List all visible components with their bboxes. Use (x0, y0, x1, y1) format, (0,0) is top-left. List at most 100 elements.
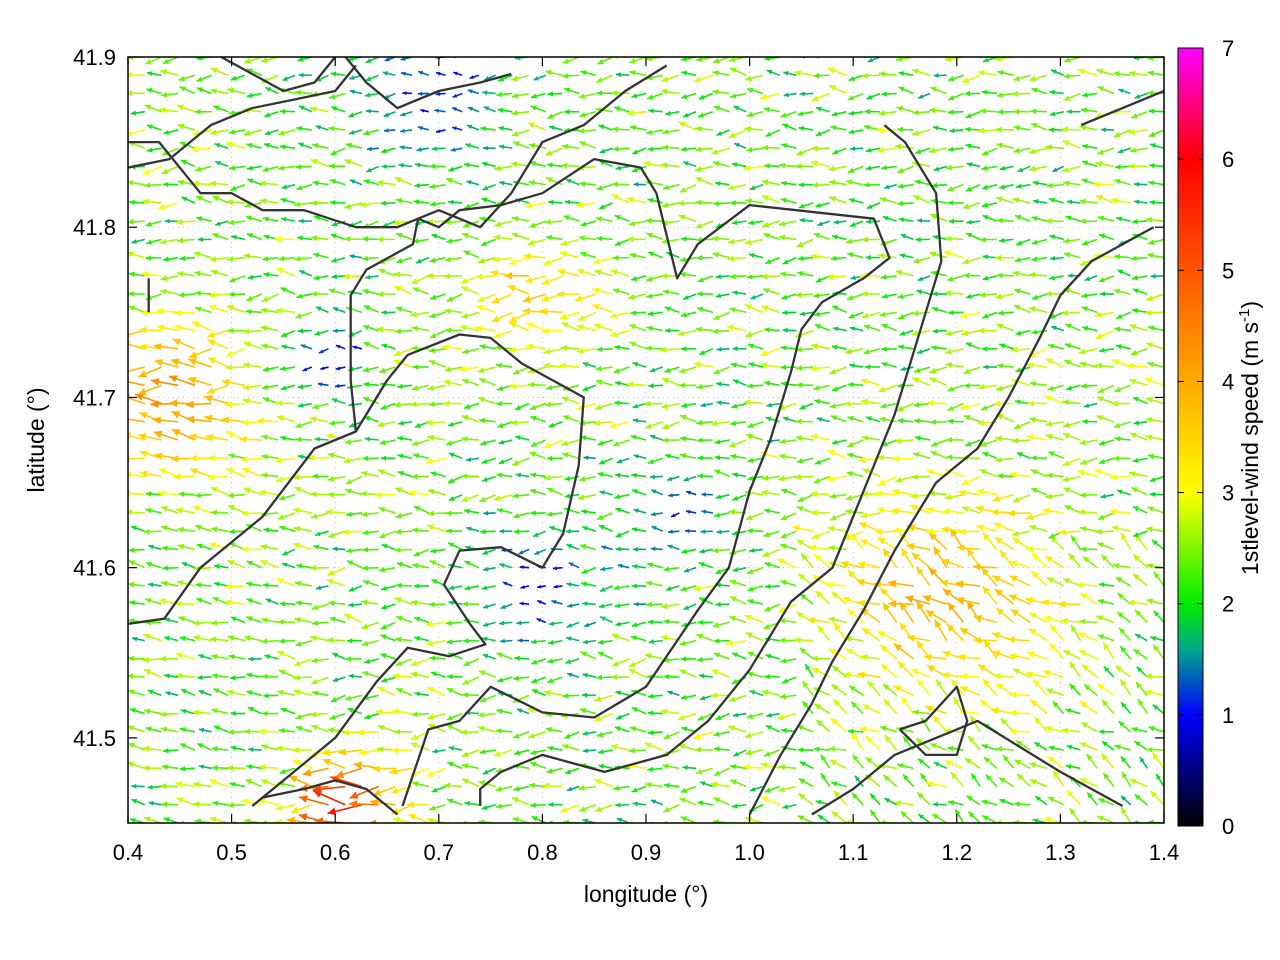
wind-vector (661, 402, 680, 410)
wind-vector (128, 129, 129, 130)
wind-vector (128, 271, 145, 277)
wind-vector (160, 506, 179, 514)
wind-vector (1116, 489, 1131, 496)
wind-vector (828, 746, 847, 753)
wind-vector (744, 614, 764, 624)
wind-vector (1153, 610, 1164, 623)
wind-vector (435, 71, 446, 77)
wind-vector (614, 400, 630, 406)
wind-vector (294, 616, 312, 624)
wind-vector (1065, 764, 1081, 770)
wind-vector (696, 255, 713, 261)
wind-vector (646, 92, 663, 100)
wind-vector (425, 621, 446, 628)
wind-vector (664, 366, 680, 373)
wind-vector (1095, 329, 1115, 340)
wind-vector (950, 771, 965, 788)
wind-vector (996, 92, 1014, 98)
wind-vector (561, 439, 580, 447)
wind-vector (296, 125, 312, 132)
wind-vector (745, 632, 764, 642)
wind-vector (560, 344, 580, 351)
wind-vector (461, 493, 480, 503)
wind-vector (1118, 88, 1131, 95)
wind-vector (447, 542, 463, 551)
wind-vector (830, 125, 847, 131)
wind-vector (1109, 508, 1131, 516)
wind-vector (530, 761, 547, 770)
wind-vector (664, 306, 680, 314)
wind-vector (875, 528, 897, 536)
wind-vector (451, 106, 463, 113)
wind-vector (1127, 362, 1148, 370)
wind-vector (815, 202, 831, 208)
wind-vector (537, 584, 546, 589)
wind-vector (1052, 700, 1065, 715)
wind-vector (610, 744, 630, 751)
wind-vector (181, 196, 196, 204)
wind-vector (1027, 362, 1048, 369)
wind-vector (1045, 217, 1064, 224)
wind-vector (732, 749, 747, 757)
wind-vector (261, 384, 279, 390)
wind-vector (311, 620, 329, 626)
wind-vector (1030, 108, 1048, 115)
wind-vector (482, 621, 496, 627)
wind-vector (680, 656, 697, 662)
wind-vector (667, 544, 680, 551)
wind-vector (189, 454, 212, 462)
wind-vector (681, 70, 697, 77)
wind-vector (1116, 611, 1132, 624)
wind-vector (761, 689, 780, 697)
wind-vector (1029, 416, 1048, 423)
wind-vector (411, 711, 429, 718)
wind-vector (545, 726, 563, 733)
wind-vector (698, 562, 714, 569)
wind-vector (427, 488, 446, 496)
wind-vector (181, 561, 196, 569)
wind-vector (863, 324, 881, 332)
wind-vector (221, 378, 246, 387)
wind-vector (310, 724, 329, 733)
wind-vector (128, 471, 145, 479)
wind-vector (1014, 214, 1031, 222)
wind-vector (995, 196, 1014, 204)
wind-vector (1012, 668, 1031, 678)
wind-vector (128, 689, 145, 697)
wind-vector (795, 147, 814, 156)
wind-vector (644, 742, 663, 751)
wind-vector (463, 202, 480, 210)
wind-vector (781, 676, 797, 684)
wind-vector (445, 620, 463, 626)
wind-vector (530, 439, 547, 448)
wind-vector (380, 147, 396, 154)
wind-vector (828, 544, 847, 551)
wind-vector (711, 235, 730, 242)
wind-vector (651, 525, 664, 532)
wind-vector (696, 291, 713, 297)
wind-vector (762, 548, 780, 558)
wind-vector (160, 69, 179, 77)
wind-vector (959, 685, 981, 697)
wind-vector (144, 708, 162, 715)
wind-vector (712, 160, 730, 168)
wind-vector (1145, 397, 1164, 405)
wind-vector (128, 293, 129, 295)
wind-vector (1066, 789, 1082, 806)
wind-vector (1132, 288, 1148, 295)
wind-vector (546, 384, 563, 391)
wind-vector (1062, 139, 1081, 149)
wind-vector (712, 70, 730, 77)
wind-vector (683, 566, 697, 573)
wind-vector (530, 658, 547, 665)
wind-vector (781, 293, 797, 300)
wind-vector (633, 508, 647, 514)
wind-vector (1030, 487, 1048, 496)
wind-vector (548, 802, 563, 808)
wind-vector (537, 599, 547, 605)
wind-vector (1112, 562, 1131, 569)
wind-vector (869, 809, 881, 823)
wind-vector (328, 92, 346, 100)
wind-vector (994, 254, 1014, 261)
wind-vector (482, 145, 496, 151)
